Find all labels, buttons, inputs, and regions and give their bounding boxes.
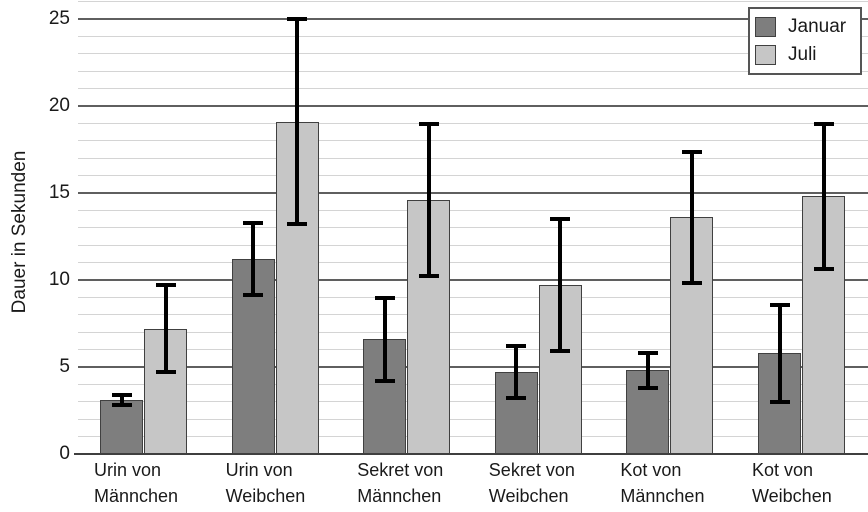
error-bar-cap-bottom bbox=[769, 399, 790, 404]
error-bar-stem bbox=[558, 217, 563, 354]
error-bar-stem bbox=[821, 121, 826, 272]
error-bar-cap-bottom bbox=[374, 378, 395, 383]
x-tick-label: Sekret von Weibchen bbox=[488, 460, 575, 506]
error-bar-januar-1 bbox=[243, 220, 264, 298]
error-bar-cap-top bbox=[550, 217, 571, 222]
error-bar-juli-4 bbox=[681, 149, 702, 286]
error-bar-stem bbox=[163, 283, 168, 374]
error-bar-cap-top bbox=[287, 17, 308, 22]
minor-gridline bbox=[78, 157, 868, 159]
y-tick-label: 20 bbox=[48, 95, 70, 116]
minor-gridline bbox=[78, 87, 868, 90]
y-axis-tick-labels: 0 5 10 15 20 25 bbox=[0, 0, 70, 464]
error-bar-stem bbox=[382, 295, 387, 383]
major-gridline bbox=[78, 192, 868, 194]
minor-gridline bbox=[78, 209, 868, 212]
y-tick-label: 15 bbox=[48, 182, 70, 203]
error-bar-stem bbox=[426, 121, 431, 279]
minor-gridline bbox=[78, 53, 868, 55]
juli-swatch-icon bbox=[755, 45, 776, 65]
y-tick-label: 5 bbox=[59, 356, 70, 377]
error-bar-cap-top bbox=[418, 121, 439, 126]
y-tick-label: 25 bbox=[48, 8, 70, 29]
minor-gridline bbox=[78, 35, 868, 38]
plot-area bbox=[74, 0, 868, 455]
x-tick-label: Kot von Weibchen bbox=[752, 460, 832, 506]
error-bar-cap-top bbox=[243, 220, 264, 225]
minor-gridline bbox=[78, 401, 868, 403]
error-bar-juli-3 bbox=[550, 217, 571, 354]
error-bar-stem bbox=[119, 393, 124, 407]
error-bar-cap-top bbox=[637, 351, 658, 356]
error-bar-cap-bottom bbox=[243, 293, 264, 298]
error-bar-stem bbox=[645, 351, 650, 390]
error-bar-cap-top bbox=[374, 295, 395, 300]
minor-gridline bbox=[78, 227, 868, 229]
minor-gridline bbox=[78, 0, 868, 3]
minor-gridline bbox=[78, 314, 868, 316]
y-tick-label: 10 bbox=[48, 269, 70, 290]
error-bar-cap-top bbox=[506, 344, 527, 349]
error-bar-januar-4 bbox=[637, 351, 658, 390]
x-tick-label: Kot von Männchen bbox=[620, 460, 705, 506]
error-bar-cap-bottom bbox=[813, 267, 834, 272]
error-bar-cap-bottom bbox=[637, 385, 658, 390]
error-bar-stem bbox=[777, 302, 782, 404]
minor-gridline bbox=[78, 418, 868, 420]
minor-gridline bbox=[78, 174, 868, 177]
major-gridline bbox=[78, 18, 868, 20]
x-axis-tick-labels: Urin von Männchen Urin von Weibchen Sekret… bbox=[78, 457, 868, 512]
error-bar-juli-5 bbox=[813, 121, 834, 272]
januar-swatch-icon bbox=[755, 17, 776, 37]
minor-gridline bbox=[78, 140, 868, 142]
error-bar-cap-bottom bbox=[506, 396, 527, 401]
minor-gridline bbox=[78, 296, 868, 299]
minor-gridline bbox=[78, 261, 868, 264]
x-tick-label: Urin von Weibchen bbox=[225, 460, 306, 506]
major-gridline bbox=[78, 366, 868, 368]
minor-gridline bbox=[78, 70, 868, 72]
legend-label: Januar bbox=[788, 16, 847, 37]
error-bar-cap-bottom bbox=[287, 222, 308, 227]
minor-gridline bbox=[78, 383, 868, 386]
error-bar-januar-5 bbox=[769, 302, 790, 404]
major-gridline bbox=[78, 279, 868, 281]
minor-gridline bbox=[78, 122, 868, 125]
error-bar-stem bbox=[514, 344, 519, 401]
error-bar-cap-top bbox=[813, 121, 834, 126]
error-bar-januar-0 bbox=[111, 393, 132, 407]
error-bar-stem bbox=[251, 220, 256, 298]
minor-gridline bbox=[78, 244, 868, 246]
error-bar-cap-top bbox=[155, 283, 176, 288]
error-bar-juli-2 bbox=[418, 121, 439, 279]
error-bar-cap-bottom bbox=[418, 274, 439, 279]
error-bar-cap-bottom bbox=[111, 403, 132, 407]
major-gridline bbox=[78, 105, 868, 107]
error-bar-cap-bottom bbox=[681, 281, 702, 286]
x-tick-label: Sekret von Männchen bbox=[357, 460, 444, 506]
error-bar-cap-top bbox=[111, 393, 132, 398]
legend-entry-januar: Januar bbox=[755, 17, 855, 37]
error-bar-januar-3 bbox=[506, 344, 527, 401]
error-bar-cap-bottom bbox=[550, 349, 571, 354]
error-bar-januar-2 bbox=[374, 295, 395, 383]
legend-entry-juli: Juli bbox=[755, 45, 855, 65]
y-tick-label: 0 bbox=[59, 443, 70, 464]
error-bar-cap-top bbox=[769, 302, 790, 307]
minor-gridline bbox=[78, 435, 868, 438]
error-bar-stem bbox=[689, 149, 694, 286]
x-axis-line bbox=[74, 453, 868, 455]
x-tick-label: Urin von Männchen bbox=[94, 460, 179, 506]
minor-gridline bbox=[78, 348, 868, 351]
legend-label: Juli bbox=[788, 44, 817, 65]
bar-januar-0 bbox=[100, 400, 143, 454]
minor-gridline bbox=[78, 331, 868, 333]
error-bar-stem bbox=[295, 17, 300, 227]
legend: Januar Juli bbox=[748, 7, 862, 75]
error-bar-juli-1 bbox=[287, 17, 308, 227]
error-bar-cap-bottom bbox=[155, 369, 176, 374]
error-bar-juli-0 bbox=[155, 283, 176, 374]
error-bar-cap-top bbox=[681, 149, 702, 154]
